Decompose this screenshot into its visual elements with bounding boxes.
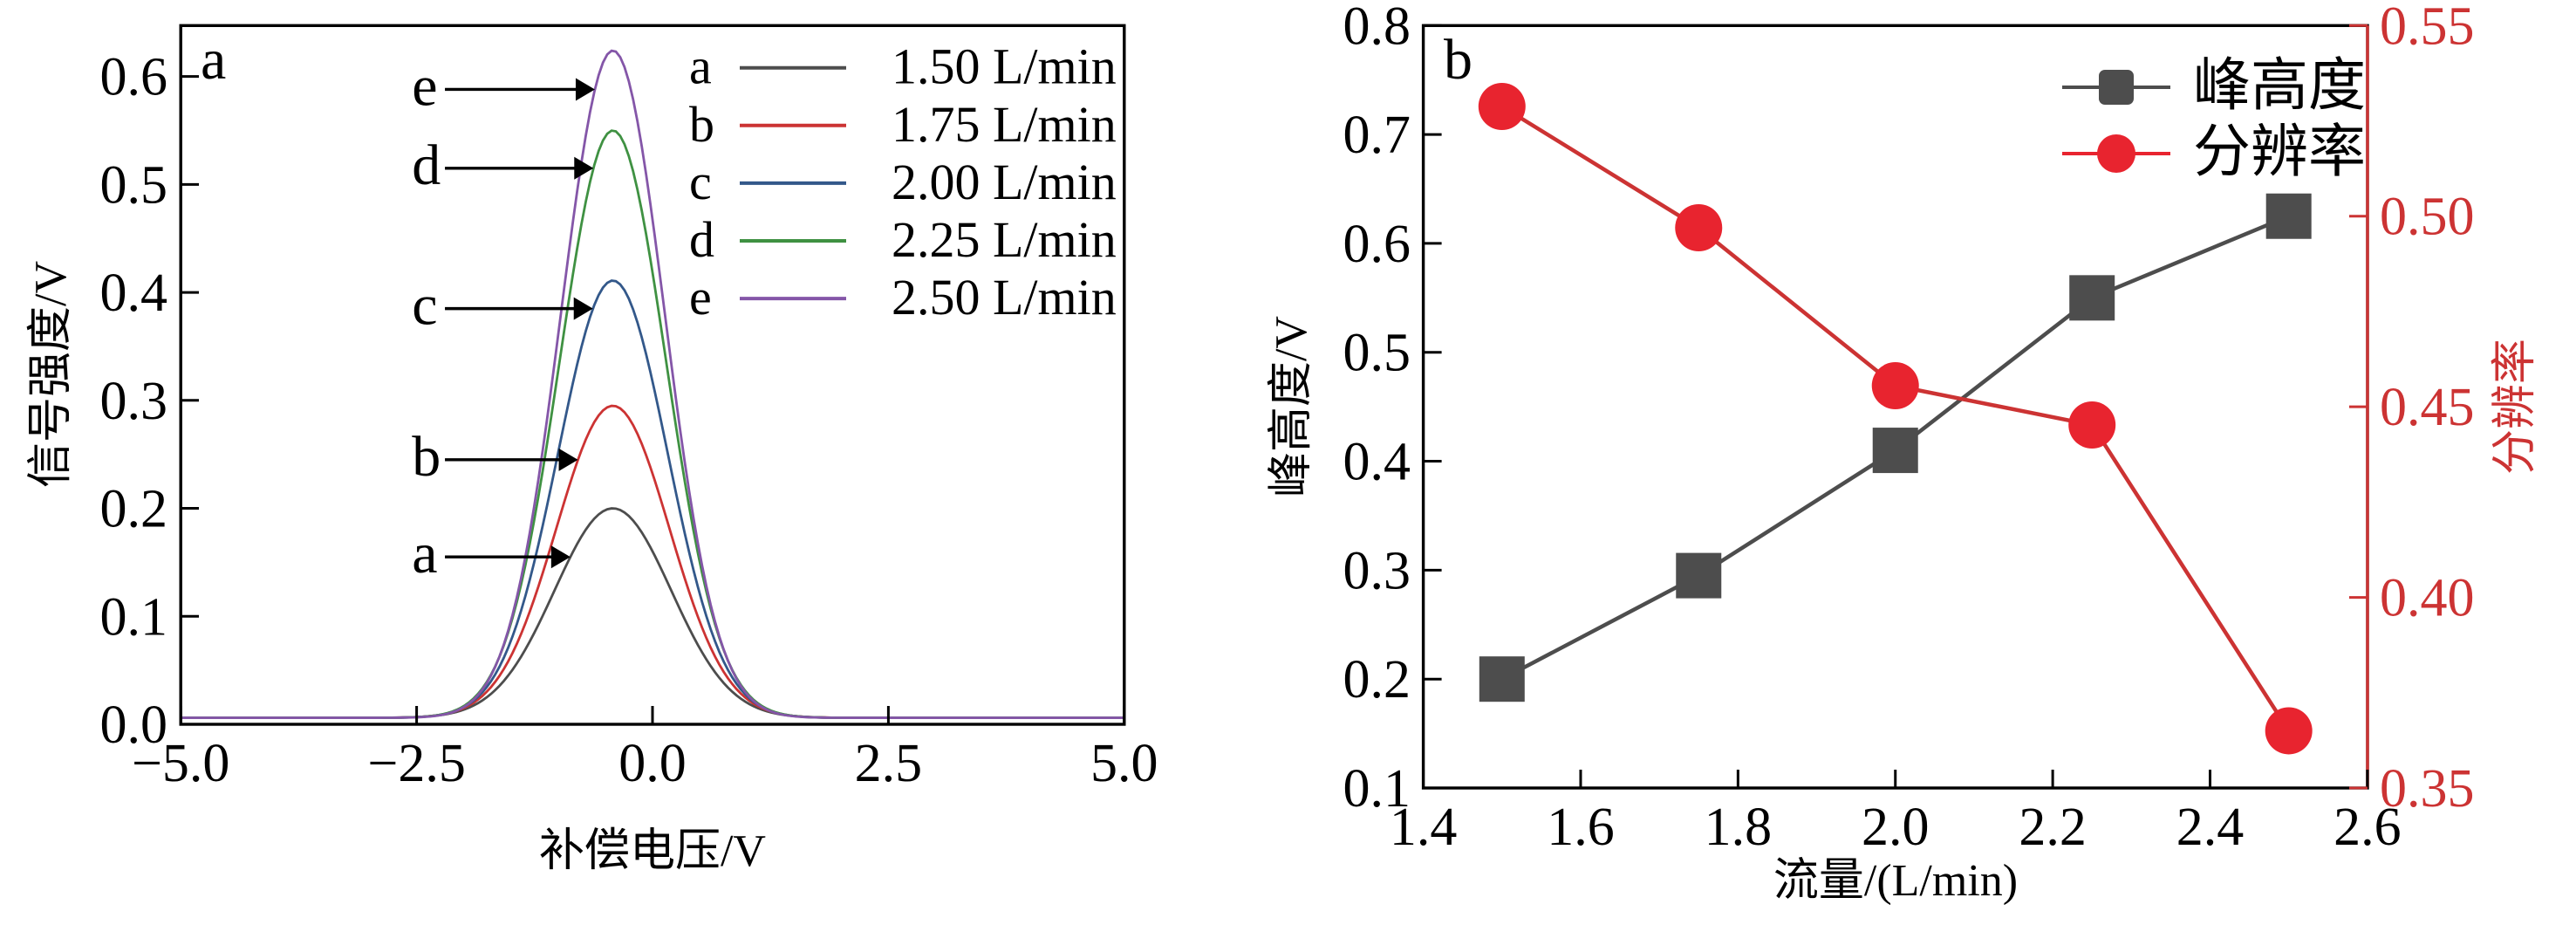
svg-text:分辨率: 分辨率 bbox=[2491, 339, 2540, 475]
svg-text:0.3: 0.3 bbox=[1343, 541, 1411, 600]
svg-text:0.50: 0.50 bbox=[2380, 188, 2475, 247]
svg-text:峰高度/V: 峰高度/V bbox=[1267, 316, 1316, 497]
svg-text:2.0: 2.0 bbox=[1862, 798, 1930, 857]
svg-text:−2.5: −2.5 bbox=[367, 734, 465, 793]
svg-text:0.7: 0.7 bbox=[1343, 106, 1411, 165]
svg-text:a: a bbox=[689, 38, 712, 95]
svg-text:1.75 L/min: 1.75 L/min bbox=[892, 96, 1117, 153]
svg-text:0.4: 0.4 bbox=[1343, 433, 1411, 492]
svg-text:0.35: 0.35 bbox=[2380, 759, 2475, 819]
svg-text:0.8: 0.8 bbox=[1343, 0, 1411, 56]
svg-text:补偿电压/V: 补偿电压/V bbox=[539, 826, 766, 876]
svg-text:0.5: 0.5 bbox=[1343, 324, 1411, 383]
svg-text:0.55: 0.55 bbox=[2380, 0, 2475, 56]
svg-text:d: d bbox=[689, 211, 714, 268]
svg-text:a: a bbox=[201, 28, 226, 92]
svg-text:0.40: 0.40 bbox=[2380, 569, 2475, 628]
svg-text:2.00 L/min: 2.00 L/min bbox=[892, 154, 1117, 210]
svg-text:0.4: 0.4 bbox=[100, 264, 168, 323]
svg-text:c: c bbox=[412, 274, 437, 338]
svg-text:0.3: 0.3 bbox=[100, 372, 168, 431]
svg-text:a: a bbox=[412, 522, 437, 586]
svg-text:b: b bbox=[412, 425, 441, 489]
svg-text:b: b bbox=[1444, 28, 1472, 92]
svg-text:e: e bbox=[412, 54, 437, 118]
svg-text:2.4: 2.4 bbox=[2176, 798, 2245, 857]
svg-text:b: b bbox=[689, 96, 714, 153]
svg-text:2.25 L/min: 2.25 L/min bbox=[892, 211, 1117, 268]
svg-text:c: c bbox=[689, 154, 712, 210]
svg-text:2.5: 2.5 bbox=[855, 734, 923, 793]
svg-text:2.2: 2.2 bbox=[2019, 798, 2087, 857]
svg-text:峰高度: 峰高度 bbox=[2193, 54, 2366, 118]
svg-text:流量/(L/min): 流量/(L/min) bbox=[1773, 856, 2018, 906]
svg-text:分辨率: 分辨率 bbox=[2193, 120, 2366, 184]
svg-text:0.5: 0.5 bbox=[100, 155, 168, 215]
svg-text:0.6: 0.6 bbox=[1343, 215, 1411, 274]
svg-text:0.45: 0.45 bbox=[2380, 378, 2475, 437]
svg-text:5.0: 5.0 bbox=[1090, 734, 1158, 793]
svg-text:d: d bbox=[412, 134, 441, 197]
svg-text:−5.0: −5.0 bbox=[132, 734, 229, 793]
svg-text:0.2: 0.2 bbox=[100, 480, 168, 539]
svg-text:1.50 L/min: 1.50 L/min bbox=[892, 38, 1117, 95]
svg-text:1.8: 1.8 bbox=[1705, 798, 1773, 857]
svg-text:0.6: 0.6 bbox=[100, 48, 168, 107]
svg-text:0.0: 0.0 bbox=[618, 734, 687, 793]
svg-text:0.2: 0.2 bbox=[1343, 650, 1411, 709]
svg-text:信号强度/V: 信号强度/V bbox=[26, 261, 76, 488]
svg-text:e: e bbox=[689, 269, 712, 325]
svg-text:0.1: 0.1 bbox=[1343, 759, 1411, 819]
svg-text:0.1: 0.1 bbox=[100, 587, 168, 647]
svg-text:1.6: 1.6 bbox=[1547, 798, 1615, 857]
svg-text:2.50 L/min: 2.50 L/min bbox=[892, 269, 1117, 325]
